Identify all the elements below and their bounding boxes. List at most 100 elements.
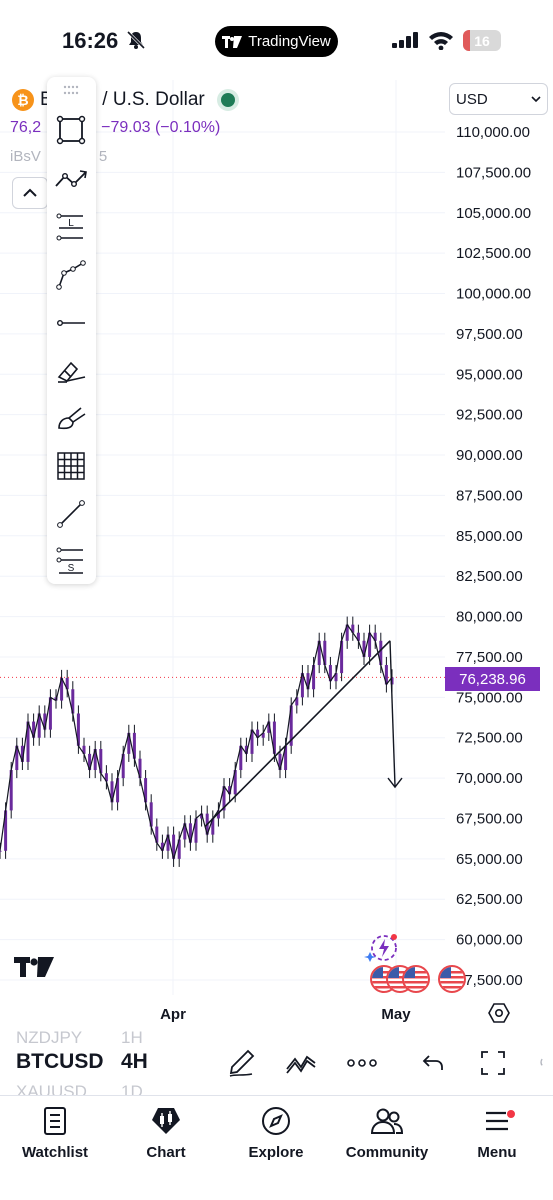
price-candle (149, 802, 153, 827)
us-flag-icon[interactable] (438, 965, 466, 993)
x-tick-label: May (381, 1006, 411, 1023)
y-tick-label: 80,000.00 (456, 609, 523, 626)
currency-value: USD (456, 90, 488, 108)
price-candle (334, 673, 338, 682)
y-tick-label: 62,500.00 (456, 891, 523, 908)
indicators-icon (286, 1055, 316, 1074)
trend-line-tool-icon (55, 170, 87, 188)
y-tick-label: 82,500.00 (456, 568, 523, 585)
price-candle (132, 732, 136, 759)
rectangle-tool-button[interactable] (53, 112, 89, 148)
tradingview-pill-label: TradingView (248, 33, 331, 50)
price-candle (373, 632, 377, 641)
tab-menu[interactable]: Menu (447, 1104, 547, 1161)
price-change: −79.03 (−0.10%) (101, 119, 221, 136)
path-tool-icon (56, 260, 86, 290)
path-tool-button[interactable] (53, 257, 89, 293)
price-candle (345, 624, 349, 641)
currency-select[interactable]: USD (449, 83, 548, 115)
collapse-legend-button[interactable] (12, 177, 48, 209)
short-position-tool-button[interactable]: S (53, 543, 89, 579)
tab-explore[interactable]: Explore (226, 1104, 326, 1161)
price-candle (26, 721, 30, 762)
y-tick-label: 70,000.00 (456, 770, 523, 787)
symbol-header[interactable]: ₿ Bitcoin / U.S. Dollar (12, 89, 235, 111)
price-candle (272, 721, 276, 754)
tradingview-watermark-icon[interactable] (14, 957, 54, 984)
grid-tool-button[interactable] (53, 448, 89, 484)
price-candle (356, 632, 360, 641)
indicator-tail: 5 (98, 148, 108, 165)
tradingview-logo-icon (222, 35, 243, 48)
compass-icon (262, 1107, 290, 1135)
price-candle (144, 778, 148, 803)
undo-button[interactable] (416, 1046, 450, 1080)
price-candle (228, 786, 232, 795)
tab-watchlist[interactable]: Watchlist (5, 1104, 105, 1161)
grid-tool-icon (57, 452, 85, 480)
tab-chart[interactable]: Chart (116, 1104, 216, 1161)
redo-button[interactable] (536, 1046, 553, 1080)
y-tick-label: 100,000.00 (456, 286, 531, 303)
horizontal-ray-tool-button[interactable] (53, 305, 89, 341)
us-flag-icon[interactable] (402, 965, 430, 993)
price-candle (328, 665, 332, 682)
indicator-legend[interactable]: iBsV 5 (10, 148, 107, 165)
svg-text:S: S (68, 563, 75, 574)
price-candle (306, 673, 310, 690)
notification-dot (507, 1110, 515, 1118)
line-segment-tool-button[interactable] (53, 496, 89, 532)
rectangle-tool-icon (56, 115, 86, 145)
interval-picker[interactable]: 4H (121, 1050, 148, 1073)
eraser-tool-button[interactable] (53, 353, 89, 389)
price-candle (194, 818, 198, 843)
fullscreen-button[interactable] (476, 1046, 510, 1080)
price-candle (99, 749, 103, 774)
tradingview-pill[interactable]: TradingView (215, 26, 338, 57)
price-candle (256, 729, 260, 738)
tab-chart-label: Chart (146, 1144, 186, 1161)
price-candle (110, 781, 114, 803)
price-candle (183, 823, 187, 840)
y-tick-label: 65,000.00 (456, 851, 523, 868)
ai-assistant-button[interactable] (364, 932, 400, 969)
indicators-button[interactable] (284, 1046, 318, 1080)
price-candle (76, 713, 80, 746)
price-candle (88, 753, 92, 771)
tab-community-label: Community (345, 1144, 429, 1161)
status-time: 16:26 (62, 28, 119, 53)
economic-events[interactable] (370, 965, 466, 993)
price-candle (239, 745, 243, 771)
cellular-signal-icon (392, 32, 418, 53)
pen-icon (229, 1049, 255, 1077)
trend-line-tool-button[interactable] (53, 161, 89, 197)
brush-tool-button[interactable] (53, 400, 89, 436)
y-tick-label: 67,500.00 (456, 810, 523, 827)
y-tick-label: 107,500.00 (456, 164, 531, 181)
community-icon (370, 1108, 404, 1134)
long-position-tool-button[interactable]: L (53, 208, 89, 244)
long-position-tool-icon: L (56, 213, 83, 241)
y-tick-label: 85,000.00 (456, 528, 523, 545)
current-price-label: 76,238.96 (445, 667, 540, 691)
price-candle (222, 786, 226, 811)
projection-arrowhead (387, 777, 403, 789)
y-tick-label: 102,500.00 (456, 245, 531, 262)
y-tick-label: 105,000.00 (456, 205, 531, 222)
wifi-icon (428, 30, 454, 55)
price-candle (172, 834, 176, 859)
price-candle (116, 778, 120, 803)
price-candle (48, 697, 52, 730)
more-options-button[interactable] (345, 1046, 379, 1080)
drag-handle-icon[interactable] (63, 85, 79, 97)
price-change-line: 76,2 −79.03 (−0.10%) (10, 119, 220, 137)
symbol-picker[interactable]: BTCUSD (16, 1050, 104, 1073)
chart-settings-button[interactable] (488, 1002, 510, 1029)
chevron-down-icon (531, 96, 541, 103)
drawing-tools-button[interactable] (224, 1046, 258, 1080)
tab-community[interactable]: Community (337, 1104, 437, 1161)
price-candle (300, 673, 304, 698)
price-candle (155, 826, 159, 843)
drawing-toolbar: L S (47, 77, 96, 584)
ghost-symbol-above: NZDJPY (16, 1028, 83, 1047)
